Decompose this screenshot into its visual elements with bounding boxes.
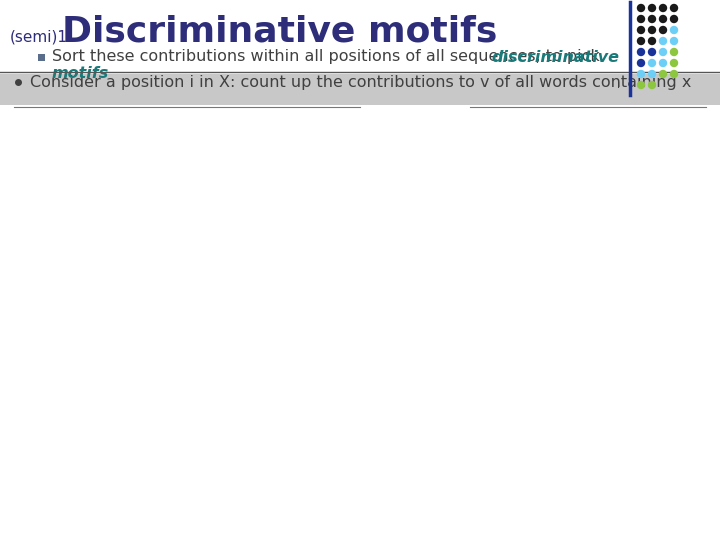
Circle shape bbox=[670, 59, 678, 66]
Circle shape bbox=[670, 71, 678, 78]
Circle shape bbox=[637, 82, 644, 89]
Circle shape bbox=[660, 37, 667, 44]
Circle shape bbox=[670, 49, 678, 56]
Circle shape bbox=[637, 4, 644, 11]
Circle shape bbox=[660, 49, 667, 56]
Text: discriminative: discriminative bbox=[491, 50, 619, 64]
Circle shape bbox=[660, 59, 667, 66]
Circle shape bbox=[660, 71, 667, 78]
Circle shape bbox=[637, 49, 644, 56]
Text: Sort these contributions within all positions of all sequences, to pick: Sort these contributions within all posi… bbox=[52, 50, 605, 64]
Text: Consider a position i in X: count up the contributions to v of all words contain: Consider a position i in X: count up the… bbox=[30, 75, 691, 90]
Circle shape bbox=[649, 49, 655, 56]
Text: i: i bbox=[617, 80, 620, 90]
Text: motifs: motifs bbox=[52, 65, 109, 80]
Circle shape bbox=[649, 16, 655, 23]
Circle shape bbox=[649, 4, 655, 11]
Circle shape bbox=[670, 37, 678, 44]
FancyBboxPatch shape bbox=[38, 54, 45, 61]
Circle shape bbox=[660, 4, 667, 11]
Circle shape bbox=[637, 16, 644, 23]
Circle shape bbox=[649, 37, 655, 44]
Circle shape bbox=[670, 26, 678, 33]
Circle shape bbox=[670, 4, 678, 11]
Circle shape bbox=[637, 59, 644, 66]
Circle shape bbox=[670, 16, 678, 23]
Circle shape bbox=[649, 26, 655, 33]
Circle shape bbox=[649, 82, 655, 89]
Text: (semi)1.: (semi)1. bbox=[10, 30, 73, 45]
Circle shape bbox=[649, 71, 655, 78]
Text: Discriminative motifs: Discriminative motifs bbox=[62, 15, 498, 49]
Circle shape bbox=[637, 37, 644, 44]
Circle shape bbox=[637, 71, 644, 78]
Circle shape bbox=[660, 26, 667, 33]
Circle shape bbox=[637, 26, 644, 33]
Circle shape bbox=[660, 16, 667, 23]
FancyBboxPatch shape bbox=[0, 74, 720, 105]
Circle shape bbox=[649, 59, 655, 66]
